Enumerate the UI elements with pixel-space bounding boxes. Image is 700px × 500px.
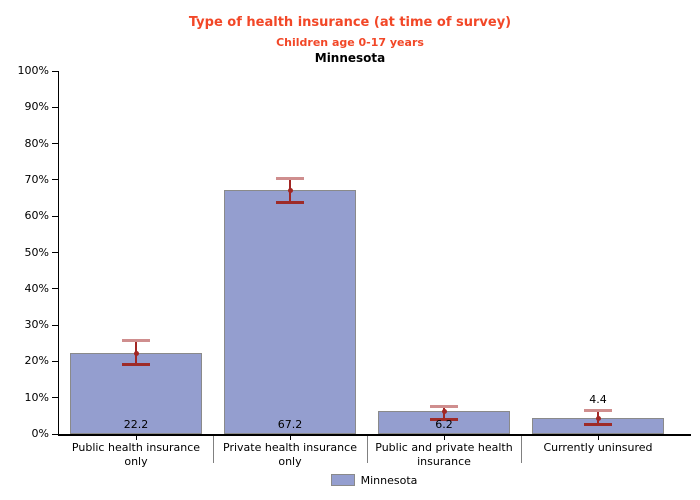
y-axis-tick <box>52 143 59 145</box>
error-bar-cap-bottom <box>584 423 612 427</box>
category-separator <box>521 436 522 463</box>
y-axis-tick <box>52 179 59 181</box>
error-bar-point <box>595 415 601 421</box>
y-axis-tick <box>52 360 59 362</box>
error-bar-cap-bottom <box>122 363 150 367</box>
chart-subtitle: Children age 0-17 years <box>276 36 424 49</box>
y-axis-tick-label: 100% <box>17 64 49 77</box>
y-axis-tick <box>52 433 59 435</box>
y-axis-tick <box>52 397 59 399</box>
error-bar-cap-top <box>584 409 612 413</box>
bar-value-label: 6.2 <box>435 418 453 431</box>
y-axis-tick-label: 60% <box>24 209 49 223</box>
x-axis-tick <box>135 436 137 440</box>
y-axis-tick-label: 90% <box>24 100 49 114</box>
bar <box>224 190 356 434</box>
error-bar-point <box>133 350 139 356</box>
category-label: Public and private health insurance <box>375 441 513 469</box>
bar-value-label: 22.2 <box>123 418 149 431</box>
y-axis-tick <box>52 324 59 326</box>
y-axis-tick-label: 80% <box>24 136 49 150</box>
plot-area: 0% 10% 20% 30% 40% 50% 60% 70% 80% 90% 100% 22.2 Pub… <box>18 64 691 468</box>
bar-value-label: 67.2 <box>277 418 303 431</box>
y-axis-tick-label: 10% <box>24 390 49 404</box>
bar-value-label: 4.4 <box>589 393 607 407</box>
error-bar-cap-bottom <box>430 418 458 422</box>
y-axis-tick <box>52 252 59 253</box>
y-axis-tick-label: 0% <box>31 427 49 440</box>
category-label: Currently uninsured <box>543 441 653 454</box>
error-bar-point <box>441 408 447 414</box>
error-bar-cap-top <box>276 177 304 181</box>
error-bar-cap-top <box>430 404 458 408</box>
x-axis-tick <box>597 436 599 440</box>
chart-title: Type of health insurance (at time of sur… <box>188 15 512 30</box>
x-axis-tick <box>289 436 291 440</box>
y-axis-tick-label: 50% <box>24 245 49 259</box>
category-separator <box>367 436 368 463</box>
y-axis-tick-label: 20% <box>24 354 49 368</box>
error-bar-point <box>287 187 293 193</box>
y-axis-tick-label: 40% <box>24 281 49 295</box>
category-label: Private health insurance only <box>223 441 357 469</box>
chart-region-title: Minnesota <box>314 51 386 65</box>
y-axis-tick <box>52 215 59 217</box>
y-axis-tick <box>52 70 59 72</box>
legend: Minnesota <box>58 472 690 488</box>
legend-label: Minnesota <box>360 473 418 487</box>
x-axis-tick <box>443 436 445 440</box>
y-axis-tick-label: 30% <box>24 318 49 332</box>
y-axis-tick-label: 70% <box>24 172 49 186</box>
category-label: Public health insurance only <box>71 441 201 469</box>
category-separator <box>213 436 214 463</box>
y-axis-tick <box>52 106 59 108</box>
x-axis-line <box>58 434 691 436</box>
error-bar-cap-top <box>122 338 150 342</box>
y-axis-tick <box>52 288 59 290</box>
legend-swatch <box>330 474 355 486</box>
error-bar-cap-bottom <box>276 201 304 205</box>
